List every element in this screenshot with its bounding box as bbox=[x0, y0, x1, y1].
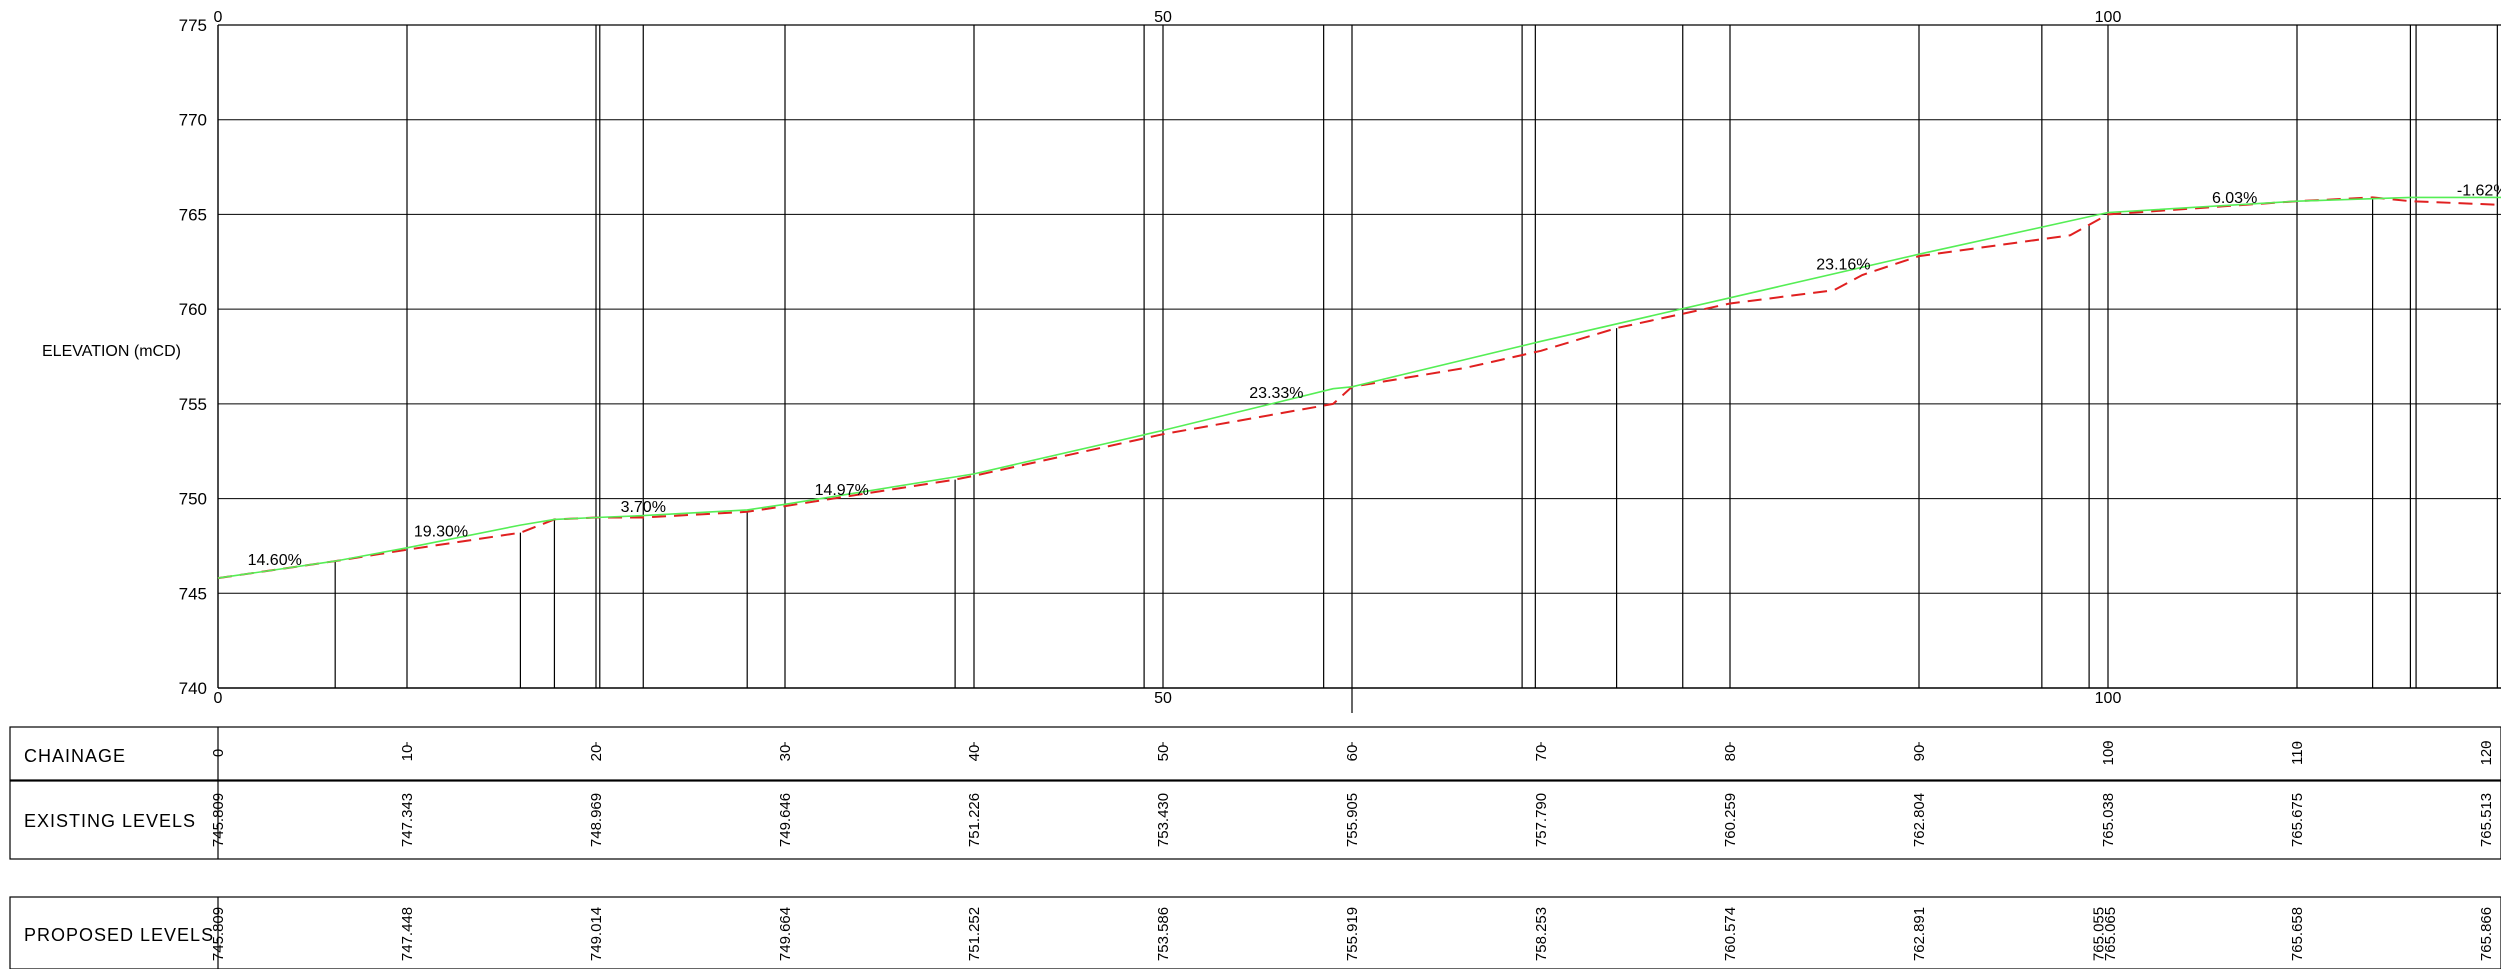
existing-level-value: 749.646 bbox=[777, 793, 794, 847]
proposed-level-line bbox=[217, 196, 2501, 579]
grade-label: -1.62% bbox=[2457, 182, 2501, 199]
proposed-level-value: 749.014 bbox=[588, 907, 605, 961]
existing-level-value: 745.809 bbox=[210, 793, 227, 847]
chainage-value: 70 bbox=[1533, 745, 1550, 762]
proposed-levels-band-title: PROPOSED LEVELS bbox=[24, 925, 214, 945]
chainage-value: 0 bbox=[210, 749, 227, 757]
y-tick-label: 740 bbox=[179, 679, 207, 698]
chainage-value: 60 bbox=[1344, 745, 1361, 762]
proposed-level-value: 765.055 bbox=[2091, 907, 2108, 961]
proposed-level-value: 749.664 bbox=[777, 907, 794, 961]
chainage-value: 20 bbox=[588, 745, 605, 762]
proposed-level-value: 762.891 bbox=[1911, 907, 1928, 961]
y-tick-label: 750 bbox=[179, 490, 207, 509]
existing-level-value: 765.513 bbox=[2478, 793, 2495, 847]
chainage-band-title: CHAINAGE bbox=[24, 746, 126, 766]
existing-level-value: 765.038 bbox=[2100, 793, 2117, 847]
chainage-value: 10 bbox=[399, 745, 416, 762]
existing-level-value: 762.804 bbox=[1911, 793, 1928, 847]
proposed-levels-band: PROPOSED LEVELS bbox=[9, 896, 2501, 969]
existing-level-value: 747.343 bbox=[399, 793, 416, 847]
proposed-level-value: 765.866 bbox=[2478, 907, 2495, 961]
existing-level-value: 748.969 bbox=[588, 793, 605, 847]
proposed-level-value: 758.253 bbox=[1533, 907, 1550, 961]
proposed-level-value: 765.658 bbox=[2289, 907, 2306, 961]
grade-label: 6.03% bbox=[2212, 190, 2257, 207]
plot-frame bbox=[217, 24, 2501, 689]
chainage-value: 50 bbox=[1155, 745, 1172, 762]
horizontal-gridlines bbox=[218, 119, 2501, 594]
y-tick-label: 760 bbox=[179, 300, 207, 319]
grade-label: 14.60% bbox=[248, 552, 302, 569]
existing-levels-values: 745.809 747.343 748.969 749.646 751.226 753.4… bbox=[210, 793, 2495, 847]
chainage-band-values: 0 10 20 30 40 50 60 70 80 90 100 110 120 bbox=[210, 740, 2495, 765]
y-tick-label: 775 bbox=[179, 16, 207, 35]
existing-level-value: 765.675 bbox=[2289, 793, 2306, 847]
chainage-value: 40 bbox=[966, 745, 983, 762]
bottom-chainage-label-0: 0 bbox=[214, 690, 223, 707]
y-tick-labels: 775 770 765 760 755 750 745 740 bbox=[179, 16, 207, 698]
y-tick-label: 755 bbox=[179, 395, 207, 414]
chainage-value: 80 bbox=[1722, 745, 1739, 762]
chainage-value: 100 bbox=[2100, 740, 2117, 765]
proposed-levels-values: 745.809 747.448 749.014 749.664 751.252 753.5… bbox=[210, 907, 2495, 961]
proposed-level-value: 760.574 bbox=[1722, 907, 1739, 961]
y-tick-label: 770 bbox=[179, 111, 207, 130]
chainage-value: 120 bbox=[2478, 740, 2495, 765]
grade-label: 23.16% bbox=[1816, 256, 1870, 273]
existing-level-value: 753.430 bbox=[1155, 793, 1172, 847]
y-tick-label: 765 bbox=[179, 205, 207, 224]
top-chainage-label-50: 50 bbox=[1154, 9, 1172, 26]
chainage-value: 110 bbox=[2289, 741, 2306, 765]
y-tick-label: 745 bbox=[179, 584, 207, 603]
proposed-level-value: 745.809 bbox=[210, 907, 227, 961]
proposed-level-value: 765.065 bbox=[2102, 907, 2119, 961]
bottom-chainage-label-100: 100 bbox=[2095, 690, 2122, 707]
chainage-value: 90 bbox=[1911, 745, 1928, 762]
grade-label: 3.70% bbox=[621, 499, 666, 516]
existing-ground-line bbox=[217, 196, 2501, 580]
existing-level-value: 760.259 bbox=[1722, 793, 1739, 847]
proposed-level-value: 753.586 bbox=[1155, 907, 1172, 961]
grade-label: 14.97% bbox=[815, 482, 869, 499]
existing-level-value: 757.790 bbox=[1533, 793, 1550, 847]
grade-label: 19.30% bbox=[414, 523, 468, 540]
bottom-chainage-label-50: 50 bbox=[1154, 690, 1172, 707]
existing-levels-band: EXISTING LEVELS bbox=[9, 780, 2501, 860]
top-chainage-label-100: 100 bbox=[2095, 9, 2122, 26]
grade-label: 23.33% bbox=[1249, 385, 1303, 402]
chainage-band: CHAINAGE bbox=[9, 726, 2501, 781]
top-chainage-label-0: 0 bbox=[214, 9, 223, 26]
proposed-level-value: 751.252 bbox=[966, 907, 983, 961]
grade-labels: 14.60% 19.30% 3.70% 14.97% 23.33% 23.16% 6.03%… bbox=[248, 182, 2501, 568]
chainage-value: 30 bbox=[777, 745, 794, 762]
existing-level-value: 751.226 bbox=[966, 793, 983, 847]
proposed-level-value: 755.919 bbox=[1344, 907, 1361, 961]
existing-level-value: 755.905 bbox=[1344, 793, 1361, 847]
existing-levels-band-title: EXISTING LEVELS bbox=[24, 811, 196, 831]
y-axis-title: ELEVATION (mCD) bbox=[42, 343, 181, 360]
vertical-gridlines bbox=[334, 25, 2498, 688]
proposed-level-value: 747.448 bbox=[399, 907, 416, 961]
